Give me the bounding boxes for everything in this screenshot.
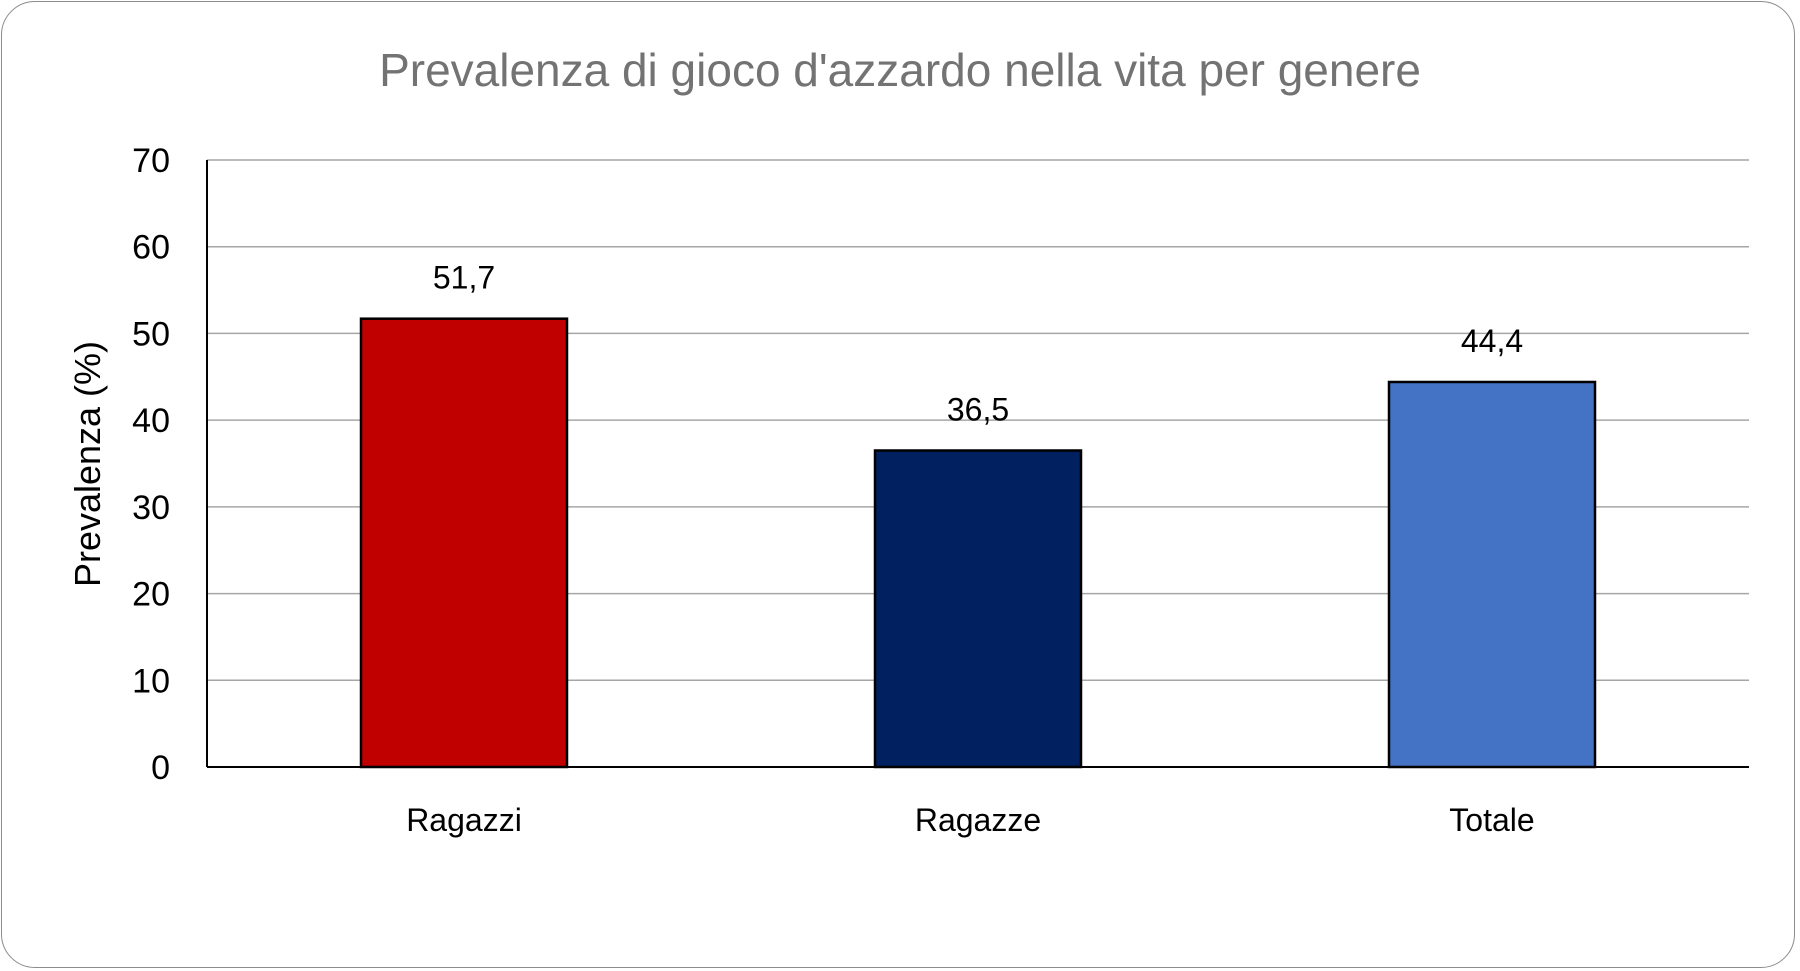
bar-ragazze [873, 449, 1083, 769]
data-label: 36,5 [947, 391, 1009, 427]
y-tick-label: 50 [132, 315, 170, 353]
x-tick-label: Totale [1449, 802, 1534, 838]
y-tick-label: 20 [132, 576, 170, 614]
data-labels: 51,7 36,5 44,4 [433, 260, 1523, 428]
x-tick-label: Ragazzi [406, 802, 522, 838]
data-label: 51,7 [433, 260, 495, 296]
bar-totale [1387, 380, 1597, 769]
y-tick-label: 70 [132, 142, 170, 180]
y-tick-label: 0 [151, 749, 170, 787]
bars [359, 317, 1597, 769]
y-axis-ticks: 0 10 20 30 40 50 60 70 [132, 142, 170, 787]
x-tick-label: Ragazze [915, 802, 1041, 838]
data-label: 44,4 [1461, 323, 1523, 359]
chart-title: Prevalenza di gioco d'azzardo nella vita… [379, 44, 1421, 96]
y-tick-label: 60 [132, 229, 170, 267]
axes [206, 160, 1749, 768]
y-axis-label: Prevalenza (%) [67, 341, 108, 587]
y-tick-label: 40 [132, 402, 170, 440]
bar-ragazzi [359, 317, 569, 769]
y-tick-label: 10 [132, 662, 170, 700]
x-axis-categories: Ragazzi Ragazze Totale [406, 802, 1535, 838]
y-tick-label: 30 [132, 489, 170, 527]
